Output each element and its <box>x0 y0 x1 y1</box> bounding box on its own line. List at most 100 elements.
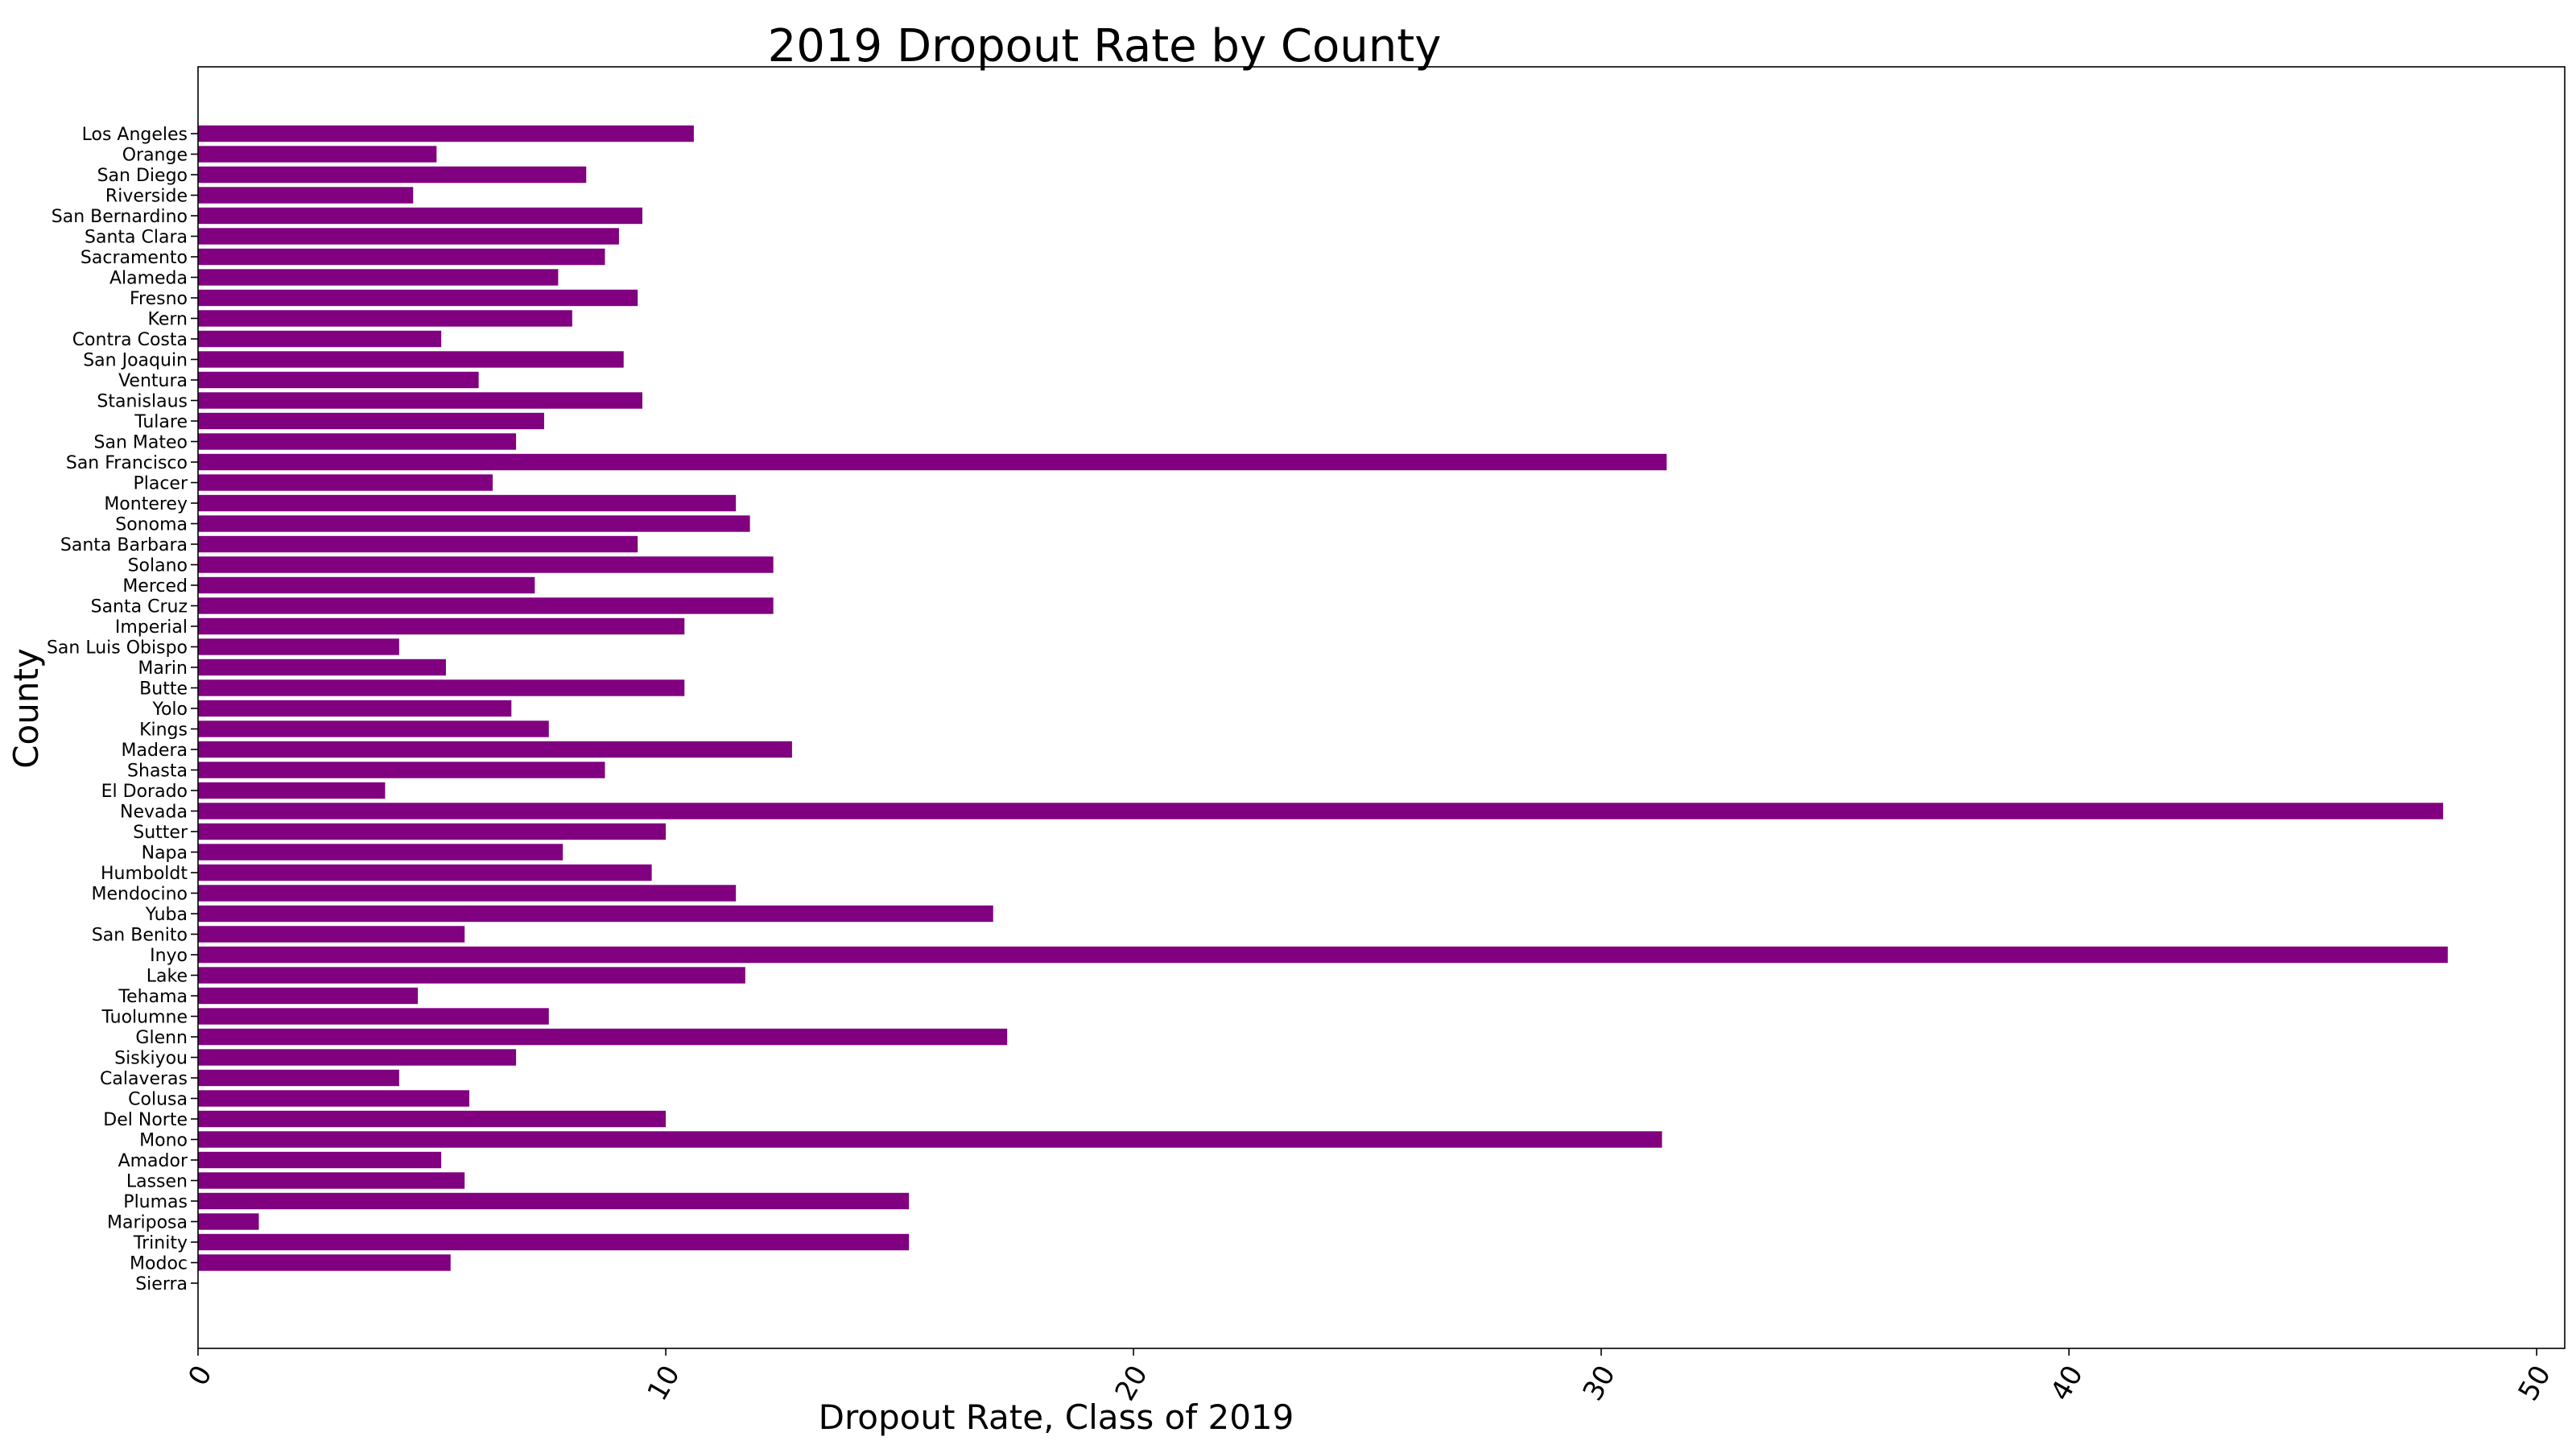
y-tick-label: Modoc <box>130 1254 188 1274</box>
bar <box>198 125 694 142</box>
y-tick-label: Kings <box>139 720 188 741</box>
y-tick-label: Siskiyou <box>114 1049 188 1069</box>
bar <box>198 146 437 163</box>
bar <box>198 515 750 532</box>
bar <box>198 617 685 635</box>
bar <box>198 412 544 430</box>
bar <box>198 1110 667 1128</box>
bar <box>198 433 517 450</box>
y-tick-label: Marin <box>138 658 188 679</box>
bar <box>198 864 652 881</box>
bar <box>198 228 619 245</box>
y-tick-label: Tulare <box>134 412 188 432</box>
y-tick-label: Butte <box>139 679 188 700</box>
bar <box>198 535 638 553</box>
bar <box>198 946 2448 964</box>
bar <box>198 1172 465 1189</box>
bar <box>198 371 479 389</box>
y-tick-label: Plumas <box>123 1192 188 1212</box>
y-tick-label: San Bernardino <box>52 207 188 227</box>
y-tick-label: Inyo <box>150 946 188 966</box>
y-tick-label: Lassen <box>126 1172 188 1192</box>
y-tick-label: Napa <box>142 844 188 864</box>
bar <box>198 187 414 204</box>
y-tick-label: Yolo <box>151 700 188 720</box>
y-tick-label: Solano <box>128 556 188 576</box>
y-tick-label: Calaveras <box>100 1069 188 1089</box>
bar <box>198 782 386 799</box>
bar <box>198 741 792 758</box>
y-tick-label: Nevada <box>120 803 188 823</box>
y-tick-label: Mono <box>139 1131 188 1151</box>
y-tick-label: Madera <box>122 741 188 761</box>
bar <box>198 1192 910 1210</box>
y-tick-label: San Diego <box>97 166 188 186</box>
y-tick-label: Los Angeles <box>82 125 188 145</box>
bar <box>198 844 564 861</box>
y-tick-label: Amador <box>118 1151 188 1171</box>
y-tick-label: Imperial <box>115 617 188 638</box>
y-tick-label: Riverside <box>105 187 188 207</box>
y-tick-label: Del Norte <box>103 1110 188 1130</box>
bar <box>198 1008 549 1025</box>
bar <box>198 823 667 840</box>
y-tick-label: San Joaquin <box>83 351 188 371</box>
bar <box>198 762 605 778</box>
y-tick-label: Ventura <box>118 371 188 391</box>
bar <box>198 1233 910 1251</box>
y-tick-label: Colusa <box>128 1090 188 1110</box>
bar <box>198 638 399 655</box>
bar <box>198 576 535 594</box>
x-tick-label: 0 <box>182 1360 218 1392</box>
bar <box>198 1131 1662 1148</box>
bar <box>198 474 493 491</box>
bar <box>198 720 549 737</box>
y-tick-label: Contra Costa <box>72 330 188 350</box>
bar <box>198 248 605 266</box>
y-tick-label: Sonoma <box>115 515 188 535</box>
y-tick-label: Shasta <box>127 762 188 782</box>
y-tick-label: El Dorado <box>101 782 188 802</box>
x-ticks: 0 10 20 30 40 50 <box>182 1348 2557 1406</box>
y-tick-label: Placer <box>133 474 188 494</box>
y-tick-label: Orange <box>122 146 188 166</box>
bar <box>198 494 737 512</box>
y-tick-label: San Mateo <box>94 433 188 453</box>
y-ticks <box>191 133 198 1284</box>
y-tick-label: Sutter <box>133 823 188 843</box>
x-tick-label: 30 <box>1577 1360 1622 1406</box>
y-tick-label: San Luis Obispo <box>47 638 188 658</box>
bar <box>198 330 442 348</box>
chart-title: 2019 Dropout Rate by County <box>768 20 1442 72</box>
bar <box>198 556 774 573</box>
y-tick-label: Yuba <box>145 905 188 925</box>
x-tick-label: 50 <box>2512 1360 2557 1406</box>
bar <box>198 1028 1008 1046</box>
y-tick-label: Alameda <box>109 269 188 289</box>
y-tick-label: Sierra <box>135 1274 188 1294</box>
bar <box>198 351 624 368</box>
bars-group <box>198 125 2448 1271</box>
bar <box>198 700 512 717</box>
bar <box>198 207 642 225</box>
y-tick-label: Fresno <box>130 289 188 309</box>
bar <box>198 679 685 696</box>
y-axis-label: County <box>6 648 46 769</box>
bar <box>198 905 993 923</box>
y-tick-label: Glenn <box>135 1028 188 1048</box>
bar <box>198 597 774 614</box>
bar <box>198 1254 451 1271</box>
x-tick-label: 10 <box>642 1360 687 1406</box>
y-tick-label: Mendocino <box>92 885 188 905</box>
y-tick-label: Mariposa <box>107 1213 188 1233</box>
bar <box>198 987 419 1005</box>
bar <box>198 926 465 943</box>
y-tick-label: Tuolumne <box>101 1008 188 1028</box>
y-tick-label: Merced <box>122 576 188 597</box>
bar <box>198 453 1667 471</box>
bar <box>198 1151 442 1169</box>
bar <box>198 310 572 327</box>
bar <box>198 1090 469 1107</box>
bar <box>198 1069 399 1087</box>
